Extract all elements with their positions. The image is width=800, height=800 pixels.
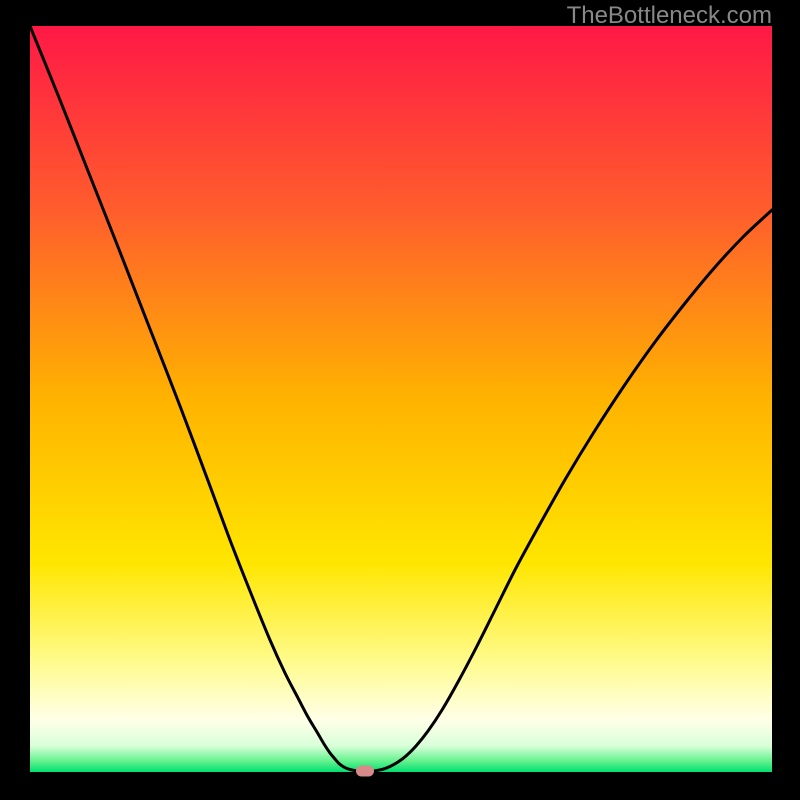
watermark-text: TheBottleneck.com bbox=[567, 2, 772, 30]
bottleneck-chart: TheBottleneck.com bbox=[0, 0, 800, 800]
optimum-marker bbox=[356, 765, 374, 776]
plot-area bbox=[30, 26, 772, 772]
bottleneck-curve bbox=[30, 26, 772, 772]
